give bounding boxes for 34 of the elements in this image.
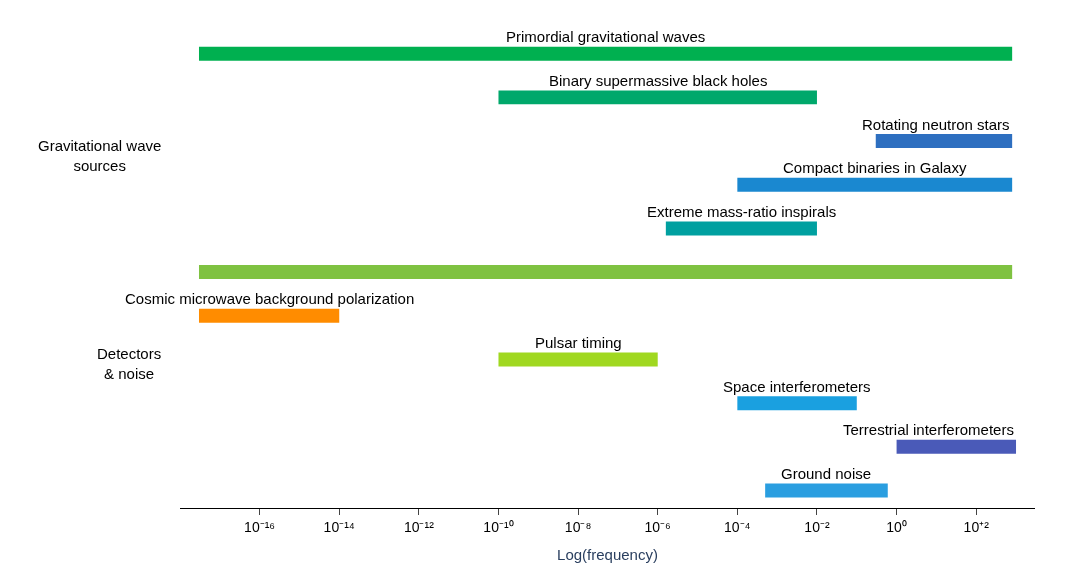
bar: [665, 221, 817, 236]
y-tick-label: Cosmic microwave background polarization: [125, 290, 415, 307]
bar: [198, 265, 1013, 280]
bar: [498, 90, 817, 105]
bar: [875, 134, 1013, 149]
x-tick-label: 10⁰: [886, 518, 907, 535]
text: Gravitational wave sources: [38, 137, 162, 174]
x-tick-label: 10⁻¹⁰: [483, 518, 514, 535]
bar: [896, 439, 1017, 454]
y-tick-label: Compact binaries in Galaxy: [783, 159, 967, 176]
bar: [198, 308, 340, 323]
x-axis-title: Log(frequency): [557, 545, 658, 563]
x-tick-label: 10⁻¹²: [403, 518, 435, 535]
x-tick-label: 10⁻²: [804, 518, 830, 535]
bar: [737, 177, 1013, 192]
x-tick-label: 10⁻⁶: [644, 518, 671, 535]
y-tick-label: Primordial gravitational waves: [506, 28, 706, 45]
x-tick-label: 10⁻¹⁴: [323, 518, 355, 535]
x-tick-label: 10⁻⁴: [724, 518, 751, 535]
y-tick-label: Terrestrial interferometers: [843, 421, 1014, 438]
bar: [737, 396, 857, 411]
y-tick-label: Pulsar timing: [535, 334, 622, 351]
y-tick-label: Binary supermassive black holes: [549, 72, 768, 89]
bar: [198, 46, 1013, 61]
bar: [765, 483, 888, 498]
y-tick-label: Space interferometers: [723, 378, 871, 395]
text: Detectors & noise: [97, 345, 162, 382]
bar: [498, 352, 658, 367]
x-tick-label: 10⁺²: [963, 518, 990, 535]
x-tick-label: 10⁻⁸: [564, 518, 592, 535]
x-tick-label: 10⁻¹⁶: [244, 518, 276, 535]
y-tick-label: Extreme mass-ratio inspirals: [647, 203, 837, 220]
y-tick-label: Ground noise: [781, 465, 872, 482]
y-tick-label: Rotating neutron stars: [862, 116, 1010, 133]
